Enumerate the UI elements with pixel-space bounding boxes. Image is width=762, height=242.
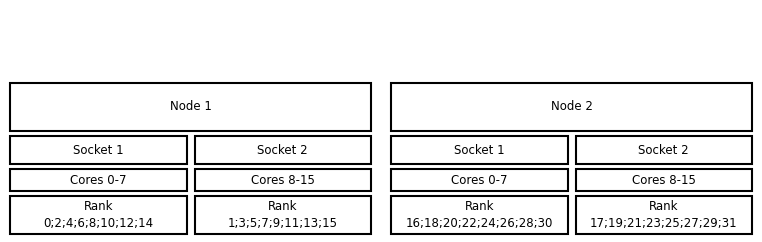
Bar xyxy=(194,136,371,164)
Text: Cores 0-7: Cores 0-7 xyxy=(451,174,507,187)
Bar xyxy=(575,169,752,191)
Bar xyxy=(391,196,568,234)
Text: Rank
0;2;4;6;8;10;12;14: Rank 0;2;4;6;8;10;12;14 xyxy=(43,199,153,230)
Bar xyxy=(575,136,752,164)
Text: Socket 2: Socket 2 xyxy=(258,144,308,157)
Bar xyxy=(194,169,371,191)
Text: Socket 1: Socket 1 xyxy=(454,144,504,157)
Bar xyxy=(194,196,371,234)
Text: Rank
1;3;5;7;9;11;13;15: Rank 1;3;5;7;9;11;13;15 xyxy=(228,199,338,230)
Bar xyxy=(10,83,371,131)
Bar xyxy=(391,83,752,131)
Text: Cores 8-15: Cores 8-15 xyxy=(251,174,315,187)
Bar xyxy=(10,136,187,164)
Text: Cores 8-15: Cores 8-15 xyxy=(632,174,696,187)
Text: Node 2: Node 2 xyxy=(551,100,592,113)
Bar xyxy=(391,169,568,191)
Text: Node 1: Node 1 xyxy=(170,100,211,113)
Bar xyxy=(575,196,752,234)
Text: Socket 1: Socket 1 xyxy=(73,144,123,157)
Text: Socket 2: Socket 2 xyxy=(639,144,689,157)
Bar xyxy=(391,136,568,164)
Bar xyxy=(10,196,187,234)
Text: Rank
17;19;21;23;25;27;29;31: Rank 17;19;21;23;25;27;29;31 xyxy=(590,199,738,230)
Text: Rank
16;18;20;22;24;26;28;30: Rank 16;18;20;22;24;26;28;30 xyxy=(405,199,553,230)
Text: Cores 0-7: Cores 0-7 xyxy=(70,174,126,187)
Bar xyxy=(10,169,187,191)
